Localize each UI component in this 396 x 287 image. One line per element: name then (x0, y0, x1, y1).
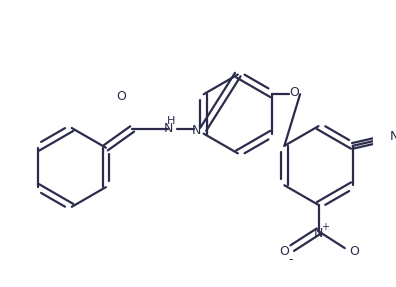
Text: N: N (314, 227, 323, 240)
Text: O: O (116, 90, 126, 103)
Text: N: N (164, 123, 173, 135)
Text: O: O (289, 86, 299, 99)
Text: +: + (321, 222, 329, 232)
Text: -: - (288, 253, 293, 266)
Text: N: N (191, 124, 201, 137)
Text: N: N (390, 130, 396, 143)
Text: O: O (279, 245, 289, 258)
Text: O: O (349, 245, 359, 258)
Text: H: H (168, 117, 176, 127)
